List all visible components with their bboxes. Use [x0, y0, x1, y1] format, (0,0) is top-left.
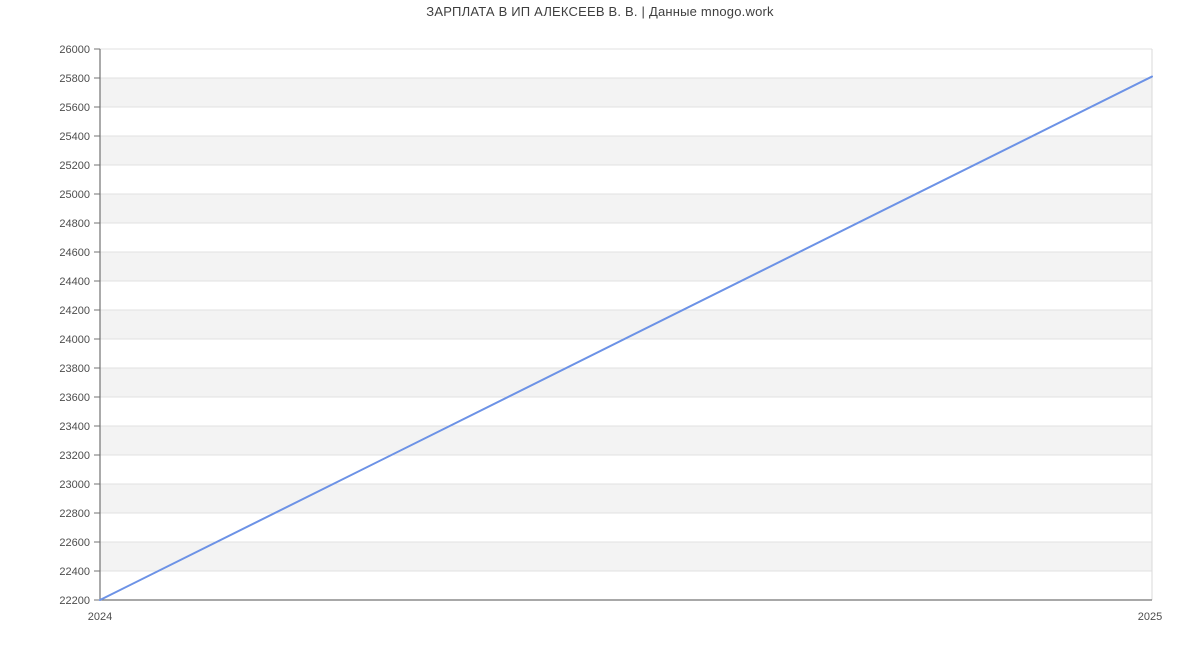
- background-band: [100, 78, 1152, 107]
- background-band: [100, 368, 1152, 397]
- salary-line: [99, 75, 1153, 601]
- y-tick-label: 23400: [59, 421, 90, 433]
- y-tick-label: 22600: [59, 537, 90, 549]
- chart-title: ЗАРПЛАТА В ИП АЛЕКСЕЕВ В. В. | Данные mn…: [426, 4, 774, 19]
- x-tick-label: 2025: [1138, 611, 1162, 623]
- y-tick-label: 24400: [59, 276, 90, 288]
- y-tick-label: 24600: [59, 247, 90, 259]
- background-band: [100, 310, 1152, 339]
- background-band: [100, 426, 1152, 455]
- y-tick-label: 25600: [59, 102, 90, 114]
- y-tick-label: 26000: [59, 44, 90, 56]
- y-tick-label: 23800: [59, 363, 90, 375]
- y-tick-label: 23600: [59, 392, 90, 404]
- y-tick-label: 25200: [59, 160, 90, 172]
- y-tick-label: 22200: [59, 595, 90, 607]
- y-tick-label: 25000: [59, 189, 90, 201]
- y-tick-label: 25400: [59, 131, 90, 143]
- x-tick-label: 2024: [88, 611, 112, 623]
- background-band: [100, 252, 1152, 281]
- background-band: [100, 136, 1152, 165]
- y-tick-label: 22400: [59, 566, 90, 578]
- y-tick-label: 22800: [59, 508, 90, 520]
- background-band: [100, 542, 1152, 571]
- background-band: [100, 484, 1152, 513]
- y-tick-label: 24800: [59, 218, 90, 230]
- y-tick-label: 23200: [59, 450, 90, 462]
- y-tick-label: 23000: [59, 479, 90, 491]
- background-band: [100, 194, 1152, 223]
- y-tick-label: 24200: [59, 305, 90, 317]
- y-tick-label: 24000: [59, 334, 90, 346]
- y-tick-label: 25800: [59, 73, 90, 85]
